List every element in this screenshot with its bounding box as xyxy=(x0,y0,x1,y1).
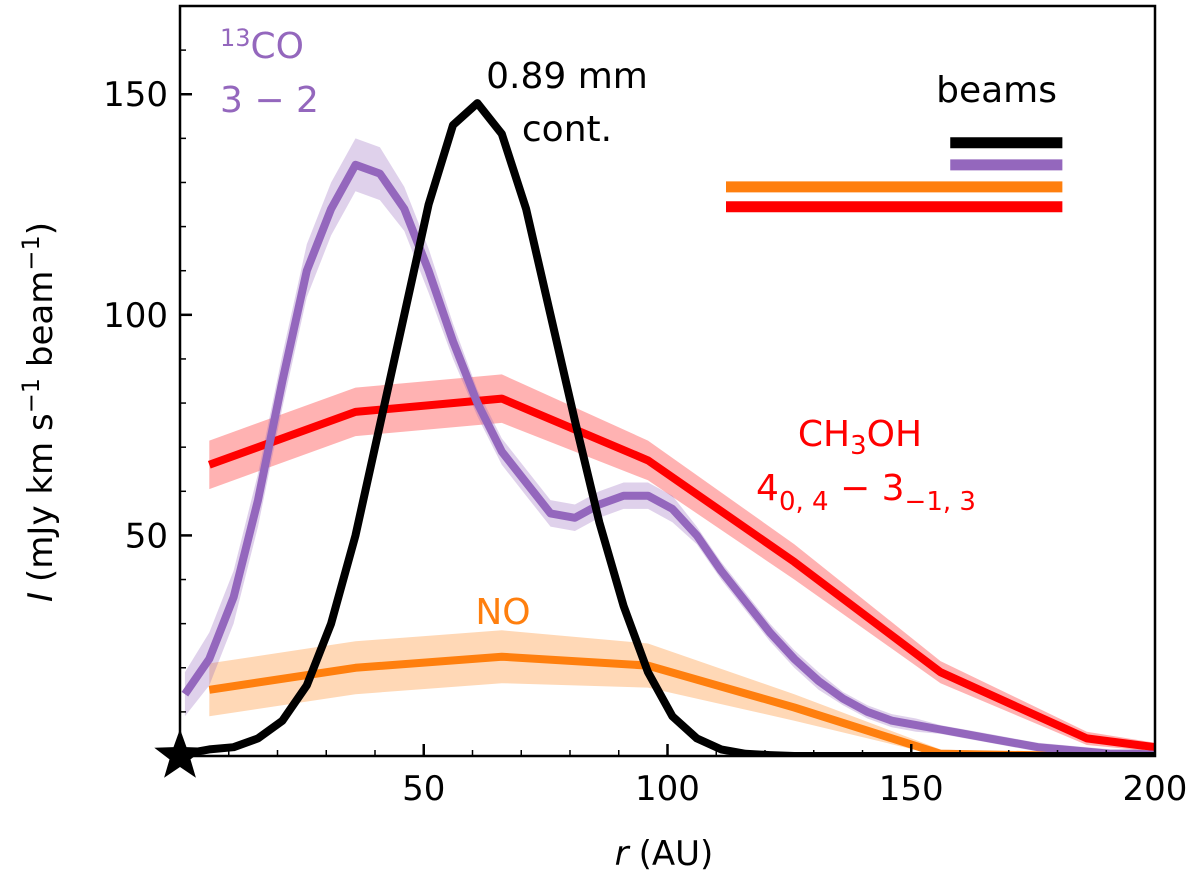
y-tick-label: 150 xyxy=(103,75,168,115)
annotation-continuum-line2: cont. xyxy=(522,109,612,150)
plot-frame xyxy=(178,4,1157,758)
star-marker xyxy=(154,729,206,778)
x-tick-label: 200 xyxy=(1123,769,1188,809)
y-axis-title: I(mJy km s−1 beam−1) xyxy=(17,222,61,602)
y-tick-label: 50 xyxy=(125,516,168,556)
series-2-line xyxy=(181,160,1155,756)
annotation-no: NO xyxy=(475,592,530,633)
annotation-ch3oh-transition: 40, 4 − 3−1, 3 xyxy=(756,468,976,517)
x-axis-title: r (AU) xyxy=(615,834,714,874)
series-3-line xyxy=(184,99,1155,756)
axis-tick-labels: 50 100 150 200 50 100 150 xyxy=(103,75,1187,809)
x-tick-label: 150 xyxy=(879,769,944,809)
beam-bars xyxy=(726,137,1063,213)
annotation-13co-transition: 3 − 2 xyxy=(220,80,319,121)
y-tick-label: 100 xyxy=(103,296,168,336)
x-tick-label: 50 xyxy=(402,769,445,809)
beams-label: beams xyxy=(936,70,1057,111)
annotation-continuum-line1: 0.89 mm xyxy=(486,56,648,97)
x-tick-label: 100 xyxy=(635,769,700,809)
annotation-ch3oh: CH3OH xyxy=(798,414,922,461)
annotation-13co: 13CO xyxy=(220,24,304,67)
